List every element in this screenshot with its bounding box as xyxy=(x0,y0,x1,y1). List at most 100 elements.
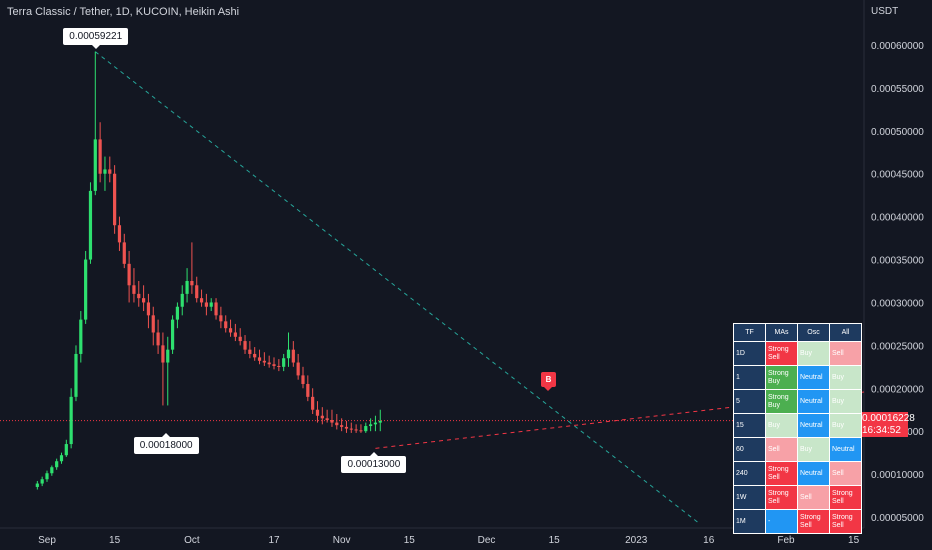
ta-cell-mas: Buy xyxy=(765,413,798,438)
candle-body xyxy=(378,420,382,423)
candle-body xyxy=(122,242,126,264)
candle-body xyxy=(233,332,237,337)
ta-cell-all: Buy xyxy=(829,389,862,414)
current-price: 0.00016228 xyxy=(862,413,915,424)
sell-signal-marker[interactable]: B xyxy=(541,372,556,391)
candle-body xyxy=(224,321,228,329)
candle-body xyxy=(272,364,276,366)
candle-body xyxy=(146,302,151,316)
ta-cell-mas: Strong Sell xyxy=(765,461,798,486)
candle-body xyxy=(262,360,266,363)
candle-body xyxy=(204,302,208,307)
ta-cell-tf: 240 xyxy=(733,461,766,486)
ta-cell-osc: Neutral xyxy=(797,365,830,390)
ta-cell-mas: Strong Sell xyxy=(765,485,798,510)
ta-cell-all: Buy xyxy=(829,365,862,390)
ta-cell-mas: Strong Buy xyxy=(765,365,798,390)
candle-body xyxy=(88,190,93,260)
y-tick-label: 0.00055000 xyxy=(871,84,924,95)
candle-body xyxy=(282,358,286,367)
candle-body xyxy=(59,455,64,462)
candle-body xyxy=(64,444,68,456)
ta-cell-osc: Neutral xyxy=(797,389,830,414)
candle-body xyxy=(277,365,281,367)
candle-body xyxy=(127,263,131,286)
y-tick-label: 0.00050000 xyxy=(871,127,924,138)
candle-body xyxy=(45,473,49,480)
ta-cell-osc: Sell xyxy=(797,485,830,510)
ta-cell-tf: 15 xyxy=(733,413,766,438)
y-tick-label: 0.00005000 xyxy=(871,513,924,524)
ta-cell-osc: Buy xyxy=(797,437,830,462)
candle-body xyxy=(311,396,315,410)
ta-cell-all: Sell xyxy=(829,461,862,486)
candle-body xyxy=(267,362,271,365)
candle-body xyxy=(170,319,175,350)
y-tick-label: 0.00025000 xyxy=(871,341,924,352)
chart-title: Terra Classic / Tether, 1D, KUCOIN, Heik… xyxy=(7,6,240,18)
candle-body xyxy=(180,293,184,307)
x-tick-label: Dec xyxy=(478,535,496,546)
candle-body xyxy=(369,424,373,427)
ta-row: 5 Strong Buy Neutral Buy xyxy=(733,389,862,414)
ta-cell-mas: Sell xyxy=(765,437,798,462)
ta-row: 1D Strong Sell Buy Sell xyxy=(733,341,862,366)
candle-body xyxy=(79,319,83,354)
candle-body xyxy=(156,332,160,346)
candle-body xyxy=(151,315,155,333)
ta-row: 1M - Strong Sell Strong Sell xyxy=(733,509,862,534)
candle-body xyxy=(50,467,54,474)
ta-header-all: All xyxy=(829,323,862,342)
candle-body xyxy=(74,353,78,397)
x-tick-label: 16 xyxy=(703,535,715,546)
ta-header-osc: Osc xyxy=(797,323,830,342)
candle-body xyxy=(243,341,247,350)
bar-countdown: 16:34:52 xyxy=(862,425,901,436)
ta-cell-tf: 1M xyxy=(733,509,766,534)
candle-body xyxy=(286,349,291,359)
candle-body xyxy=(161,345,165,363)
candle-body xyxy=(320,415,324,419)
candle-body xyxy=(354,429,358,431)
ta-header-tf: TF xyxy=(733,323,766,342)
candle-body xyxy=(373,422,378,425)
candle-body xyxy=(132,285,136,294)
candle-body xyxy=(117,225,122,243)
low-price-callout-sep: 0.00018000 xyxy=(133,433,199,455)
candle-body xyxy=(209,302,213,307)
candle-body xyxy=(103,169,107,174)
candle-body xyxy=(219,315,223,322)
candle-body xyxy=(228,328,233,333)
ta-cell-tf: 5 xyxy=(733,389,766,414)
ta-row: 1 Strong Buy Neutral Buy xyxy=(733,365,862,390)
high-price-callout: 0.00059221 xyxy=(63,27,129,49)
candle-body xyxy=(340,425,344,427)
ta-row: 1W Strong Sell Sell Strong Sell xyxy=(733,485,862,510)
candle-body xyxy=(315,409,320,416)
ta-cell-tf: 1D xyxy=(733,341,766,366)
x-tick-label: 17 xyxy=(268,535,280,546)
candle-body xyxy=(35,483,39,487)
ta-row: 60 Sell Buy Neutral xyxy=(733,437,862,462)
candle-body xyxy=(301,375,305,384)
ta-row: 240 Strong Sell Neutral Sell xyxy=(733,461,862,486)
y-tick-label: 0.00030000 xyxy=(871,298,924,309)
y-tick-label: 0.00010000 xyxy=(871,470,924,481)
candle-body xyxy=(344,426,349,429)
y-tick-label: 0.00040000 xyxy=(871,213,924,224)
candle-body xyxy=(142,298,146,303)
ta-cell-all: Strong Sell xyxy=(829,509,862,534)
candle-body xyxy=(84,259,88,320)
ta-cell-tf: 1 xyxy=(733,365,766,390)
candle-body xyxy=(137,293,141,299)
x-tick-label: 2023 xyxy=(625,535,648,546)
ta-cell-all: Strong Sell xyxy=(829,485,862,510)
candle-body xyxy=(175,306,180,320)
candle-body xyxy=(199,298,204,303)
currency-label: USDT xyxy=(871,6,898,17)
ta-cell-all: Sell xyxy=(829,341,862,366)
candle-body xyxy=(93,139,97,191)
candle-body xyxy=(359,430,363,432)
candle-body xyxy=(40,479,44,484)
ta-cell-osc: Neutral xyxy=(797,461,830,486)
